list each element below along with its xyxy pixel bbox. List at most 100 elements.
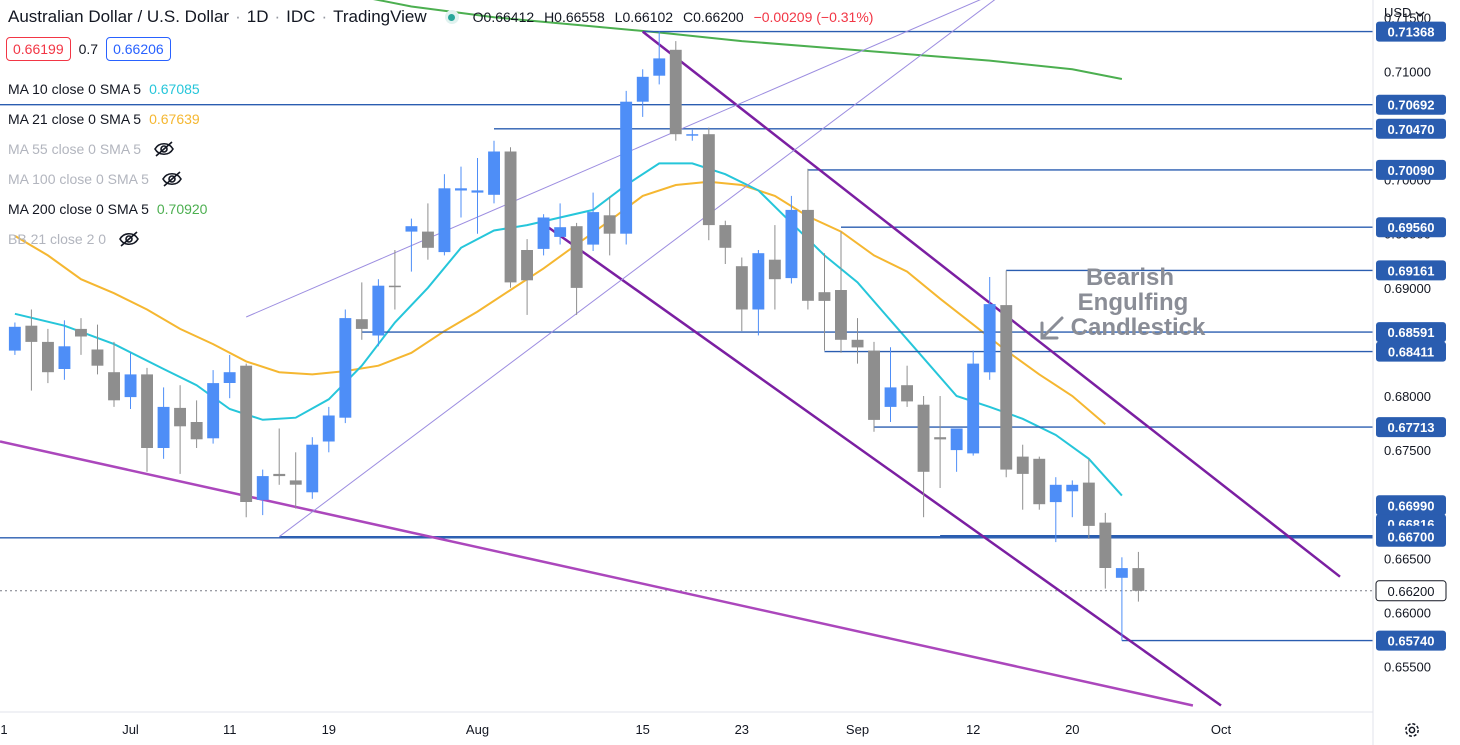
candle[interactable] xyxy=(768,225,781,310)
candle[interactable] xyxy=(603,196,616,256)
candle[interactable] xyxy=(1033,456,1046,510)
candle[interactable] xyxy=(339,309,352,424)
candle[interactable] xyxy=(934,396,947,488)
ma21-line[interactable] xyxy=(14,180,1106,425)
candle[interactable] xyxy=(471,158,484,234)
candle[interactable] xyxy=(75,318,87,355)
price-level-label[interactable]: 0.68591 xyxy=(1376,322,1446,343)
candle[interactable] xyxy=(388,250,401,310)
annotation-bearish-engulfing[interactable]: Bearish Engulfing Candlestick xyxy=(1040,264,1206,341)
candle[interactable] xyxy=(256,469,269,516)
candle[interactable] xyxy=(851,318,864,364)
current-price-label[interactable]: 0.66200 xyxy=(1375,580,1447,602)
candle[interactable] xyxy=(504,147,517,288)
candle[interactable] xyxy=(174,385,186,474)
legend-ma200[interactable]: MA 200 close 0 SMA 5 0.70920 xyxy=(8,194,207,224)
candle[interactable] xyxy=(1115,557,1128,641)
candle[interactable] xyxy=(620,90,633,245)
candle[interactable] xyxy=(702,127,715,241)
candle[interactable] xyxy=(455,166,467,218)
eye-slash-icon[interactable] xyxy=(153,140,175,158)
legend-ma100[interactable]: MA 100 close 0 SMA 5 xyxy=(8,164,207,194)
candle[interactable] xyxy=(950,428,963,472)
candle[interactable] xyxy=(1132,551,1145,602)
candle[interactable] xyxy=(537,214,550,256)
price-level-label[interactable]: 0.66990 xyxy=(1376,495,1446,516)
candle[interactable] xyxy=(438,174,451,256)
candle[interactable] xyxy=(8,322,21,355)
price-level-label[interactable]: 0.69560 xyxy=(1376,217,1446,238)
candle[interactable] xyxy=(223,354,236,399)
currency-selector[interactable]: USD xyxy=(1384,5,1425,20)
candle[interactable] xyxy=(735,257,748,332)
legend-ma10[interactable]: MA 10 close 0 SMA 5 0.67085 xyxy=(8,74,207,104)
sell-price-button[interactable]: 0.66199 xyxy=(6,37,71,61)
legend-ma21[interactable]: MA 21 close 0 SMA 5 0.67639 xyxy=(8,104,207,134)
candle[interactable] xyxy=(554,203,567,245)
candle[interactable] xyxy=(686,129,699,141)
price-level-label[interactable]: 0.70692 xyxy=(1376,94,1446,115)
candle[interactable] xyxy=(141,367,153,472)
trend-line[interactable] xyxy=(542,222,1222,707)
eye-slash-icon[interactable] xyxy=(161,170,183,188)
candle[interactable] xyxy=(719,220,732,264)
price-level-label[interactable]: 0.70090 xyxy=(1376,159,1446,180)
candle[interactable] xyxy=(570,222,583,315)
candle[interactable] xyxy=(884,347,897,422)
candle[interactable] xyxy=(124,352,137,409)
candle[interactable] xyxy=(653,31,666,85)
price-level-label[interactable]: 0.70470 xyxy=(1376,118,1446,139)
price-level-label[interactable]: 0.67713 xyxy=(1376,417,1446,438)
candle[interactable] xyxy=(488,140,500,204)
candle[interactable] xyxy=(405,218,418,272)
candle[interactable] xyxy=(322,406,335,453)
trend-line[interactable] xyxy=(0,440,1194,707)
candle[interactable] xyxy=(190,400,203,448)
ma200-line[interactable] xyxy=(329,0,1123,80)
candle[interactable] xyxy=(1066,480,1079,518)
candle[interactable] xyxy=(207,370,220,444)
candle[interactable] xyxy=(1082,458,1095,539)
candle[interactable] xyxy=(273,428,286,485)
candle[interactable] xyxy=(306,437,319,499)
candle[interactable] xyxy=(587,192,600,251)
candle[interactable] xyxy=(58,320,71,380)
buy-price-button[interactable]: 0.66206 xyxy=(106,37,171,61)
candle[interactable] xyxy=(521,239,533,315)
candle[interactable] xyxy=(289,452,302,509)
candle[interactable] xyxy=(983,277,996,380)
candle[interactable] xyxy=(42,328,54,384)
candle[interactable] xyxy=(785,195,798,284)
trend-line[interactable] xyxy=(278,0,1014,538)
price-level-label[interactable]: 0.69161 xyxy=(1376,260,1446,281)
candle[interactable] xyxy=(1049,477,1062,543)
candle[interactable] xyxy=(422,203,434,260)
interval-label[interactable]: 1D xyxy=(246,7,269,26)
price-level-label[interactable]: 0.66700 xyxy=(1376,526,1446,547)
candle[interactable] xyxy=(967,350,980,456)
candle[interactable] xyxy=(917,396,930,518)
candle[interactable] xyxy=(372,279,385,347)
price-level-label[interactable]: 0.65740 xyxy=(1376,630,1446,651)
candle[interactable] xyxy=(901,365,913,407)
eye-slash-icon[interactable] xyxy=(118,230,140,248)
candle[interactable] xyxy=(157,387,170,459)
legend-ma55[interactable]: MA 55 close 0 SMA 5 xyxy=(8,134,207,164)
symbol-title[interactable]: Australian Dollar / U.S. Dollar xyxy=(8,7,230,26)
candle[interactable] xyxy=(355,282,368,340)
candle[interactable] xyxy=(1016,444,1029,510)
candle[interactable] xyxy=(1000,270,1013,478)
price-level-label[interactable]: 0.71368 xyxy=(1376,21,1446,42)
candle[interactable] xyxy=(752,250,765,336)
candle[interactable] xyxy=(818,253,831,351)
candle[interactable] xyxy=(636,69,649,117)
candle[interactable] xyxy=(91,324,104,375)
market-status-icon[interactable] xyxy=(444,10,459,24)
candle[interactable] xyxy=(669,41,682,141)
candle[interactable] xyxy=(868,341,880,432)
price-level-label[interactable]: 0.68411 xyxy=(1376,341,1446,362)
legend-bb21[interactable]: BB 21 close 2 0 xyxy=(8,224,207,254)
candle[interactable] xyxy=(1099,512,1112,589)
gear-icon[interactable] xyxy=(1400,718,1424,742)
